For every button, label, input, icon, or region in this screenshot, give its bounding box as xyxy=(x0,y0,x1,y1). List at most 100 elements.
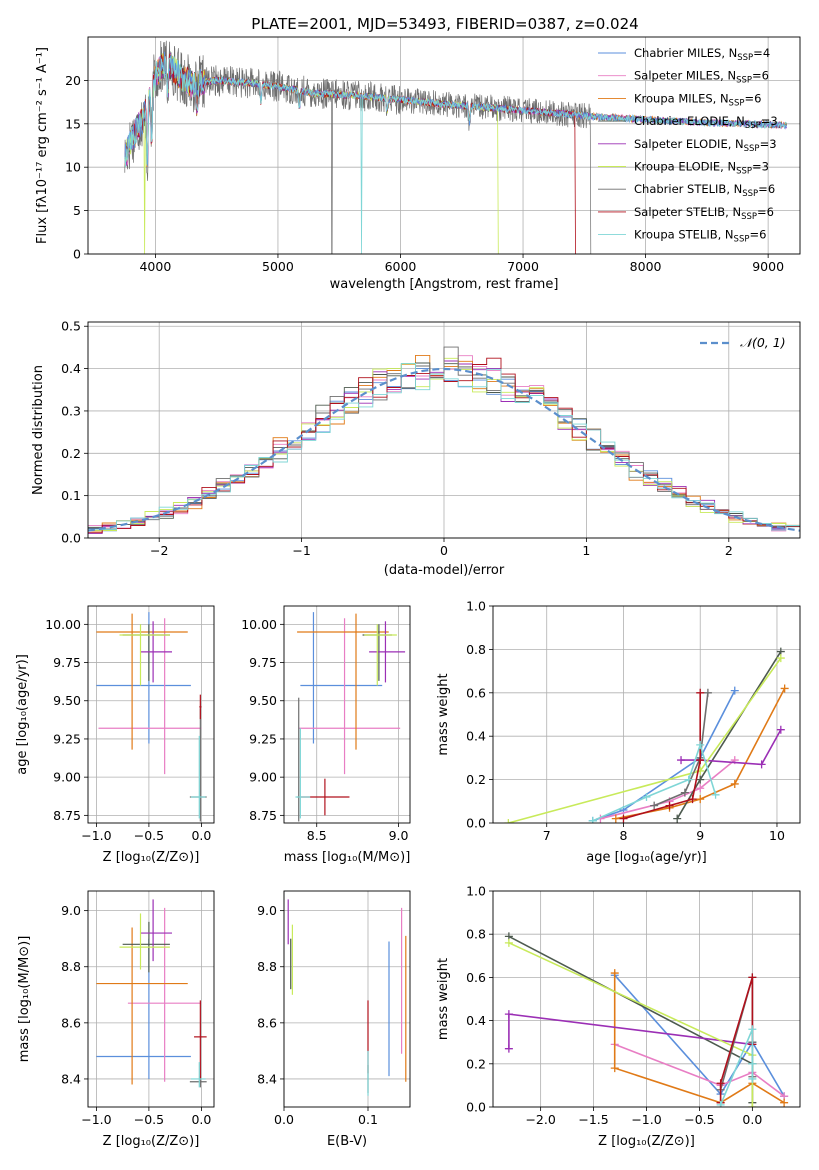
series-point xyxy=(780,1098,789,1107)
x-axis-label: wavelength [Angstrom, rest frame] xyxy=(330,277,559,292)
y-tick-label: 0.2 xyxy=(466,1056,486,1071)
y-tick-label: 9.0 xyxy=(257,903,277,918)
errorbar-chabrier-miles xyxy=(96,938,191,1079)
y-tick-label: 0.1 xyxy=(61,488,81,503)
series-line xyxy=(508,935,754,1103)
x-tick-label: 0 xyxy=(440,543,448,558)
series-point xyxy=(688,795,697,804)
legend-entry-text: Salpeter STELIB, N xyxy=(634,205,741,219)
x-tick-label: 9000 xyxy=(752,259,784,274)
x-tick-label: −1 xyxy=(292,543,310,558)
legend-entry: Chabrier STELIB, NSSP=6 xyxy=(634,182,775,199)
series-line xyxy=(676,651,782,820)
y-axis-label: Normed distribution xyxy=(31,365,46,495)
errorbar-kroupa-elodie xyxy=(119,913,170,970)
y-tick-label: 8.4 xyxy=(61,1071,81,1086)
panel-mass-weight-vs-Z: −2.0 −1.5 −1.0 −0.5 0.0 0.0 0.2 0.4 0.6 0.8 1.0 Z [… xyxy=(436,884,801,1149)
x-tick-label: 7 xyxy=(543,828,551,843)
y-tick-label: 8.6 xyxy=(61,1015,81,1030)
x-axis-label: Z [log₁₀(Z/Z⊙)] xyxy=(103,850,200,865)
axes-frame xyxy=(283,605,411,824)
legend-n-value: = xyxy=(749,228,759,242)
legend-n-number: 6 xyxy=(762,69,769,83)
x-axis-label: Z [log₁₀(Z/Z⊙)] xyxy=(103,1134,200,1149)
series-point xyxy=(684,775,693,784)
x-tick-label: 7000 xyxy=(507,259,539,274)
y-axis-label: Flux [fλ10⁻¹⁷ erg cm⁻² s⁻¹ A⁻¹] xyxy=(35,47,50,244)
x-tick-label: 9 xyxy=(696,828,704,843)
legend-entry-text: Kroupa ELODIE, N xyxy=(634,160,736,174)
legend-entry: 𝒩(0, 1) xyxy=(740,335,786,350)
legend-n-number: 6 xyxy=(759,228,766,242)
y-tick-label: 9.75 xyxy=(249,655,277,670)
x-tick-label: −0.5 xyxy=(134,1112,164,1127)
y-tick-label: 0.3 xyxy=(61,403,81,418)
legend-entry: Kroupa STELIB, NSSP=6 xyxy=(634,228,766,245)
y-tick-label: 9.50 xyxy=(249,693,277,708)
plot-area xyxy=(287,899,407,1096)
y-tick-label: 8.75 xyxy=(249,808,277,823)
x-tick-label: 1 xyxy=(582,543,590,558)
errorbar-salpeter-stelib xyxy=(199,694,202,720)
spectrum-line-kroupa-stelib xyxy=(124,56,787,254)
panel-mass-vs-EBV: 0.0 0.1 8.4 8.6 8.8 9.0 E(B-V) xyxy=(257,890,411,1149)
axes-frame xyxy=(492,605,801,824)
series-point xyxy=(730,779,739,788)
legend-subscript: SSP xyxy=(729,98,745,108)
errorbar-salpeter-miles xyxy=(127,907,202,1082)
legend-subscript: SSP xyxy=(734,235,750,245)
y-tick-label: 0.6 xyxy=(466,685,486,700)
legend-subscript: SSP xyxy=(736,167,752,177)
legend-subscript: SSP xyxy=(741,212,757,222)
series-point xyxy=(748,973,757,982)
y-tick-label: 0 xyxy=(73,247,81,262)
y-tick-label: 0.2 xyxy=(466,772,486,787)
y-tick-label: 0.4 xyxy=(466,729,486,744)
y-tick-label: 5 xyxy=(73,203,81,218)
x-tick-label: 5000 xyxy=(262,259,294,274)
errorbar-kroupa-stelib xyxy=(190,1062,206,1088)
legend-subscript: SSP xyxy=(736,76,752,86)
series-point xyxy=(642,792,651,801)
series-salpeter-stelib xyxy=(619,688,705,823)
x-tick-label: −1.0 xyxy=(81,1112,111,1127)
series-point xyxy=(716,1100,725,1107)
x-tick-label: −0.5 xyxy=(684,1112,714,1127)
series-point xyxy=(680,788,689,797)
series-point xyxy=(748,1025,757,1034)
y-tick-label: 9.25 xyxy=(249,731,277,746)
errorbar-salpeter-elodie xyxy=(369,621,406,683)
panel-mass-weight-vs-age: 7 8 9 10 0.0 0.2 0.4 0.6 0.8 1.0 age [log₁₀(age/yr… xyxy=(436,599,801,865)
x-tick-label: −1.0 xyxy=(81,828,111,843)
x-tick-label: 2 xyxy=(725,543,733,558)
legend-entry: Chabrier ELODIE, NSSP=3 xyxy=(634,114,778,131)
series-point xyxy=(504,1044,513,1053)
axes-frame xyxy=(87,605,215,824)
series-point xyxy=(650,801,659,810)
y-tick-label: 0.0 xyxy=(466,816,486,831)
series-point xyxy=(730,686,739,695)
errorbar-salpeter-elodie xyxy=(140,621,172,683)
legend-subscript: SSP xyxy=(744,144,760,154)
legend-entry-text: Chabrier MILES, N xyxy=(634,46,737,60)
legend-n-number: 4 xyxy=(763,46,770,60)
plot-area xyxy=(124,40,787,254)
series-line xyxy=(681,729,782,766)
series-line xyxy=(614,1043,785,1097)
y-axis-label: mass weight xyxy=(436,673,451,755)
series-point xyxy=(673,814,682,823)
series-point xyxy=(696,795,705,804)
y-tick-label: 0.8 xyxy=(466,927,486,942)
y-tick-label: 0.0 xyxy=(61,531,81,546)
legend-n-value: = xyxy=(753,46,763,60)
y-tick-label: 0.8 xyxy=(466,642,486,657)
legend-n-number: 3 xyxy=(769,137,776,151)
figure-title: PLATE=2001, MJD=53493, FIBERID=0387, z=0… xyxy=(251,15,638,33)
x-axis-label: Z [log₁₀(Z/Z⊙)] xyxy=(598,1134,695,1149)
plot-area xyxy=(295,612,406,822)
legend-subscript: SSP xyxy=(745,121,761,131)
errorbar-kroupa-miles xyxy=(297,613,389,750)
series-line xyxy=(592,690,736,822)
y-tick-label: 10 xyxy=(65,160,81,175)
legend-entry-text: Salpeter MILES, N xyxy=(634,69,736,83)
